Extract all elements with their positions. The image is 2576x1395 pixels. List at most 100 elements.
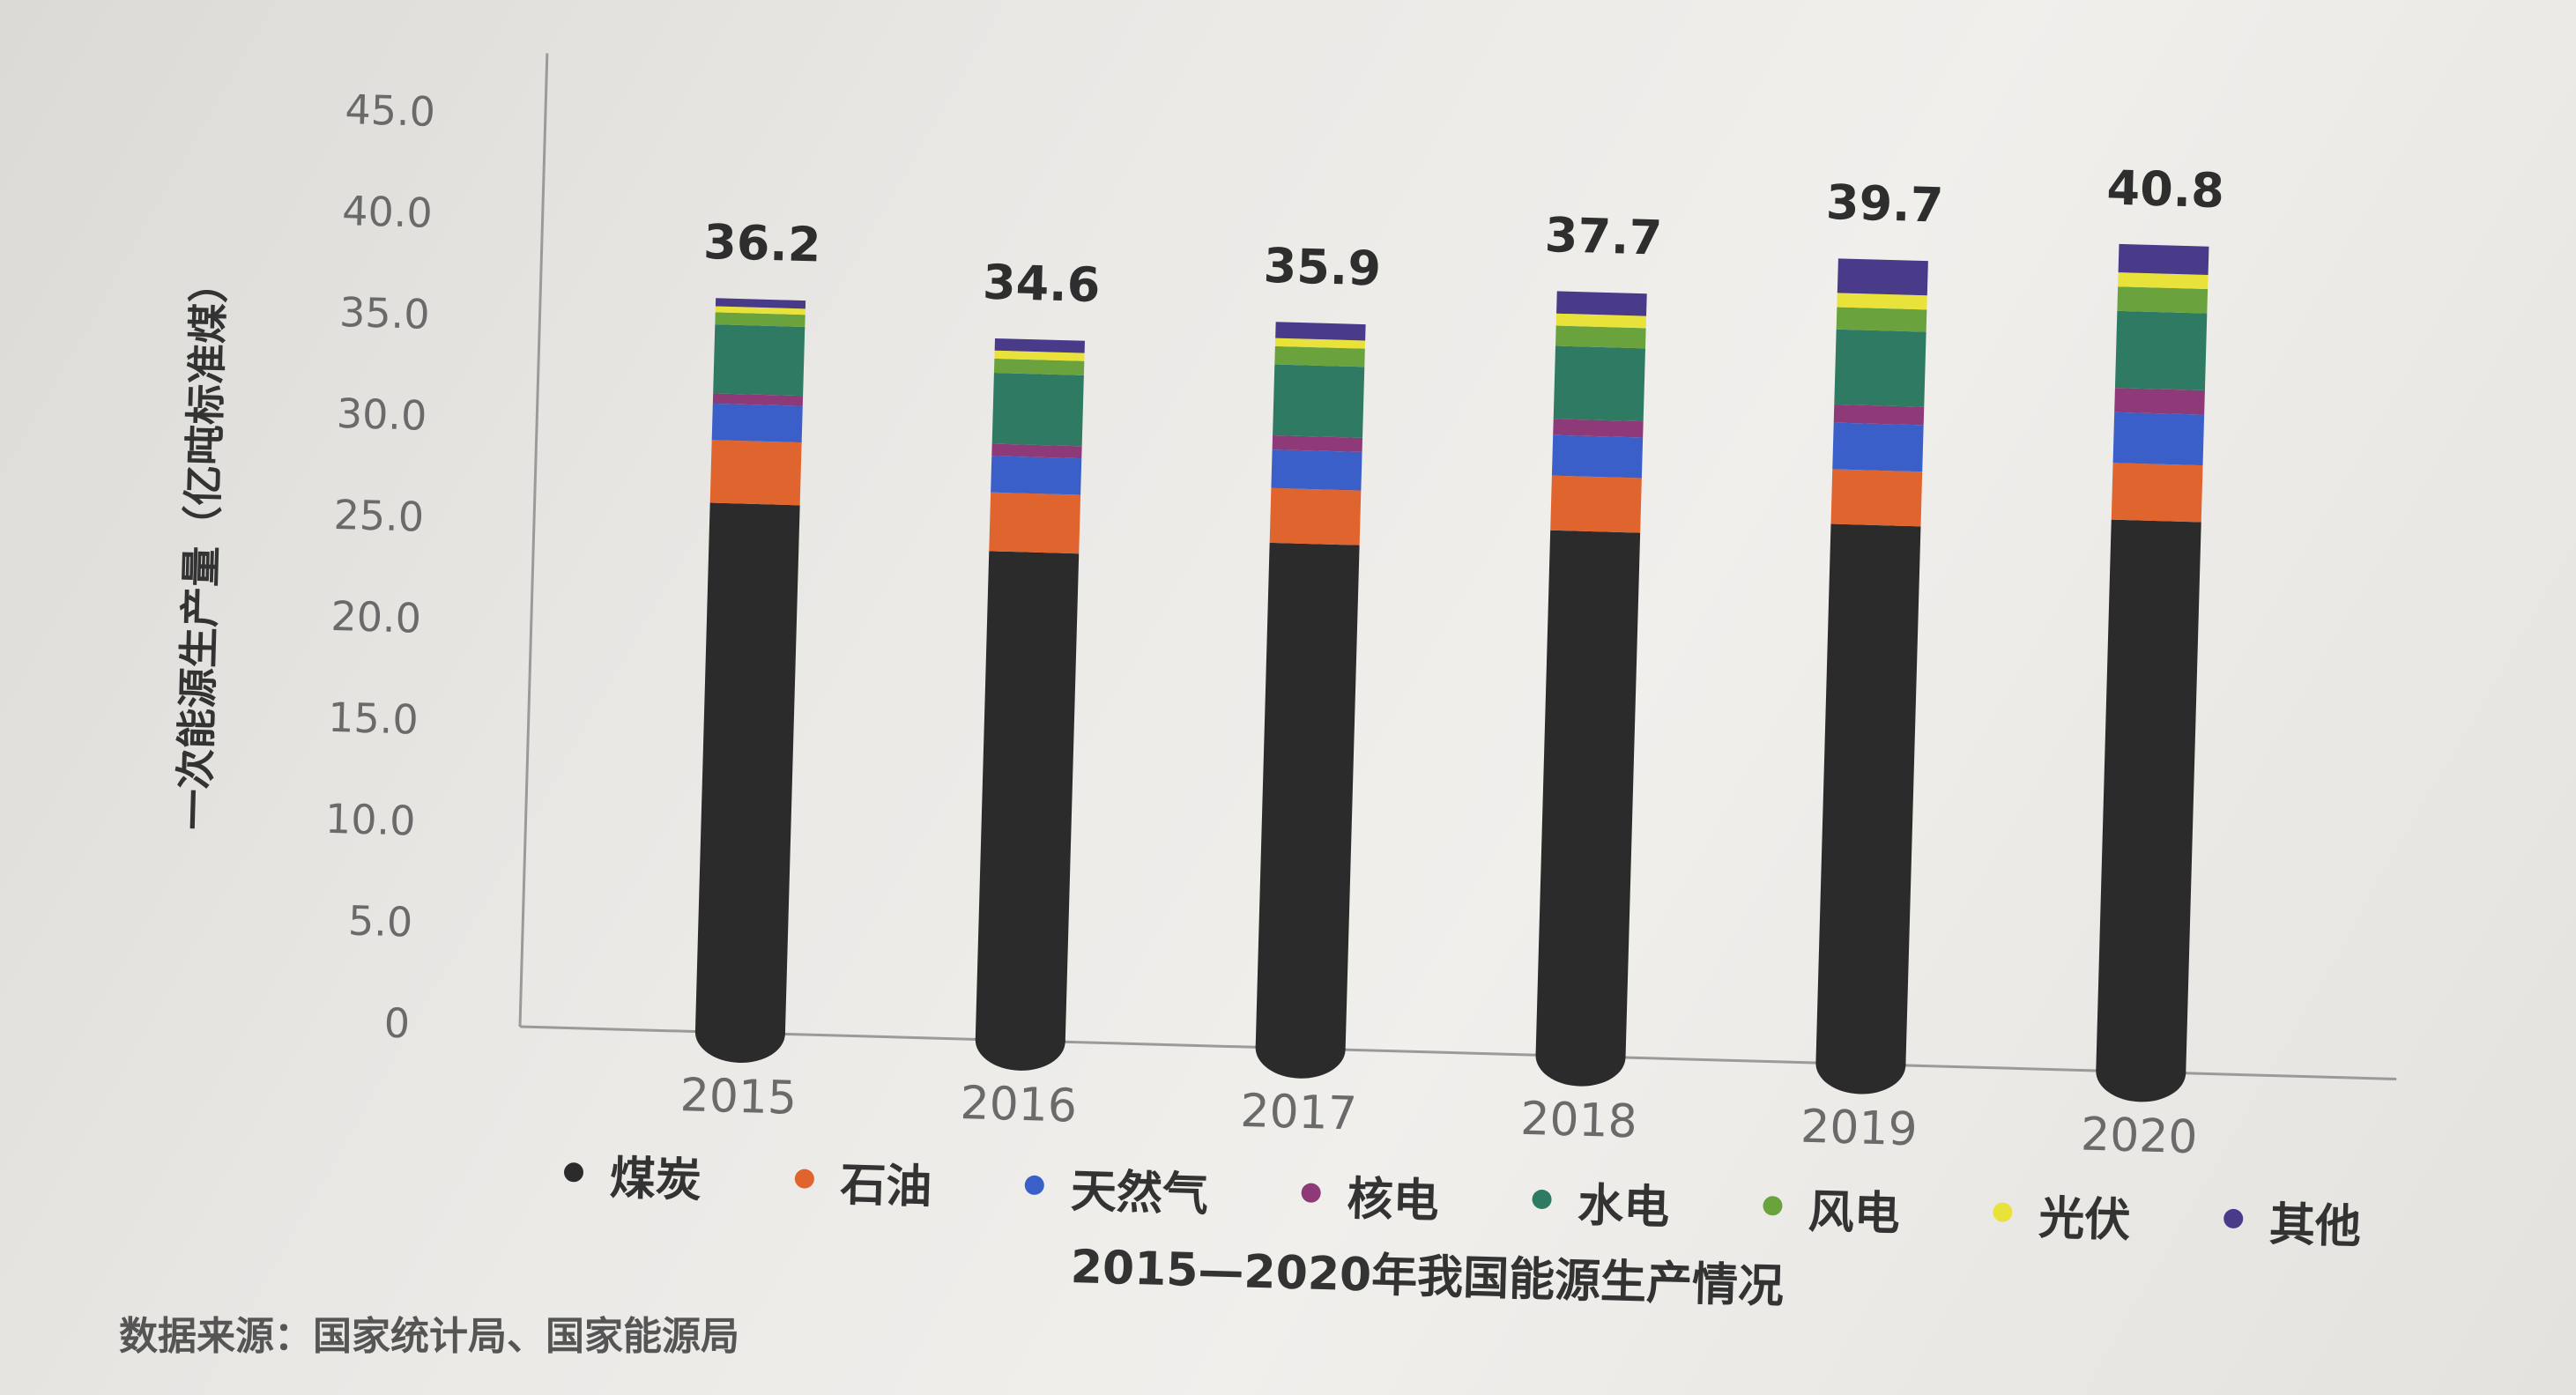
bar-segment [1555, 325, 1646, 349]
y-tick-label: 30.0 [336, 390, 427, 440]
legend-dot-icon [1532, 1189, 1552, 1210]
bar-segment [713, 324, 805, 397]
bar-segment [715, 306, 805, 315]
y-tick-label: 5.0 [347, 897, 413, 946]
source-note: 数据来源：国家统计局、国家能源局 [119, 1314, 739, 1359]
legend-dot-icon [563, 1162, 584, 1183]
bar-segment [1830, 469, 1923, 527]
bar-bottom-cap [1255, 1018, 1346, 1079]
legend-label: 石油 [839, 1158, 933, 1214]
y-axis-line [518, 53, 549, 1028]
bar-segment [994, 338, 1085, 353]
bar-segment [1551, 434, 1644, 479]
bar-segment [2118, 272, 2209, 290]
bar-segment [989, 492, 1081, 554]
bar-segment [715, 312, 805, 328]
bar-total-label: 36.2 [702, 214, 821, 273]
bar-segment [2111, 463, 2203, 523]
bar-segment [1556, 291, 1647, 316]
legend-item: 水电 [1531, 1166, 1670, 1235]
bar-bottom-cap [694, 1002, 785, 1063]
bar-segment [715, 298, 806, 309]
bar-segment [1837, 293, 1927, 310]
legend-label: 煤炭 [608, 1151, 702, 1207]
legend-dot-icon [794, 1169, 814, 1189]
y-tick-label: 20.0 [330, 592, 422, 642]
legend-item: 其他 [2223, 1185, 2362, 1255]
bar-segment [712, 393, 804, 406]
bar-segment [994, 350, 1085, 361]
legend-label: 光伏 [2038, 1191, 2132, 1248]
bar-segment [1815, 523, 1921, 1065]
x-category-label: 2020 [2080, 1109, 2198, 1165]
y-tick-label: 25.0 [333, 491, 425, 541]
legend-label: 核电 [1346, 1172, 1440, 1228]
legend-item: 风电 [1762, 1173, 1901, 1243]
bar-segment [2118, 243, 2209, 275]
legend-dot-icon [1301, 1183, 1322, 1203]
legend-item: 天然气 [1024, 1152, 1209, 1223]
bar-segment [1832, 422, 1924, 472]
bar-segment [2112, 412, 2205, 466]
x-category-label: 2015 [679, 1069, 798, 1125]
bar-bottom-cap [975, 1010, 1065, 1071]
x-category-label: 2018 [1520, 1093, 1638, 1149]
bar-total-label: 35.9 [1263, 238, 1382, 297]
bar-segment [1553, 419, 1644, 438]
y-tick-label: 10.0 [324, 795, 416, 845]
bar-bottom-cap [2096, 1042, 2186, 1102]
x-category-label: 2019 [1800, 1101, 1918, 1157]
bar-segment [2117, 286, 2209, 314]
legend-dot-icon [1993, 1202, 2013, 1222]
bar-segment [1255, 542, 1360, 1050]
legend-dot-icon [1762, 1195, 1783, 1216]
legend-dot-icon [1024, 1175, 1045, 1196]
bar-segment [1271, 449, 1362, 491]
legend-item: 光伏 [1993, 1179, 2132, 1249]
bar-bottom-cap [1535, 1026, 1626, 1087]
bar-segment [1834, 329, 1926, 407]
bar-segment [991, 456, 1082, 495]
bar-segment [1553, 345, 1645, 422]
bar-segment [1273, 364, 1365, 438]
x-axis-line [519, 1025, 2397, 1080]
bar-total-label: 34.6 [982, 255, 1101, 314]
bar-total-label: 37.7 [1544, 207, 1663, 266]
bar-bottom-cap [1815, 1034, 1906, 1094]
legend-label: 其他 [2268, 1198, 2362, 1254]
bar-segment [1274, 338, 1366, 349]
bar-segment [1550, 475, 1642, 533]
legend-dot-icon [2223, 1208, 2244, 1229]
bar-total-label: 40.8 [2106, 160, 2225, 219]
bar-segment [991, 443, 1082, 459]
bar-segment [1269, 487, 1362, 545]
legend-label: 天然气 [1070, 1164, 1209, 1221]
bar-segment [2096, 519, 2201, 1073]
y-tick-label: 35.0 [338, 288, 430, 338]
bar-segment [975, 551, 1080, 1043]
y-tick-label: 0 [383, 999, 411, 1048]
bar-segment [711, 403, 803, 443]
legend-label: 水电 [1577, 1178, 1671, 1235]
bar-segment [694, 502, 800, 1035]
x-category-label: 2017 [1240, 1085, 1358, 1141]
y-tick-label: 45.0 [345, 85, 436, 136]
bar-segment [1275, 322, 1366, 341]
bar-segment [991, 373, 1084, 447]
bar-segment [2114, 310, 2208, 391]
bar-segment [2114, 388, 2205, 415]
bar-segment [1833, 404, 1925, 426]
legend-label: 风电 [1807, 1184, 1901, 1241]
bar-segment [1535, 530, 1641, 1058]
y-tick-label: 40.0 [342, 187, 434, 237]
bar-segment [1837, 258, 1928, 296]
bar-segment [1836, 307, 1927, 332]
bar-segment [993, 358, 1085, 375]
legend-item: 石油 [794, 1146, 933, 1215]
x-category-label: 2016 [960, 1077, 1078, 1133]
bar-segment [709, 440, 802, 506]
bar-segment [1272, 434, 1363, 452]
legend-item: 煤炭 [563, 1139, 702, 1209]
